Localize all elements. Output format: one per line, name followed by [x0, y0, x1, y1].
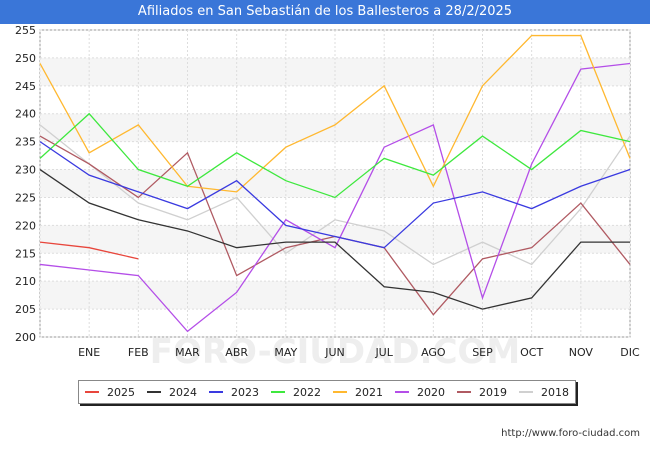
y-tick-label: 200 — [15, 331, 36, 344]
x-tick-label: ENE — [78, 346, 100, 359]
legend-label: 2022 — [293, 385, 321, 399]
legend-label: 2025 — [107, 385, 135, 399]
legend-item-2023: 2023 — [209, 386, 259, 399]
legend: 2025 2024 2023 2022 2021 2020 2019 2018 — [78, 380, 576, 404]
y-tick-label: 210 — [15, 275, 36, 288]
x-tick-label: ABR — [225, 346, 248, 359]
legend-item-2018: 2018 — [519, 386, 569, 399]
legend-label: 2021 — [355, 385, 383, 399]
legend-swatch — [519, 391, 533, 393]
y-tick-label: 250 — [15, 52, 36, 65]
x-tick-label: JUL — [374, 346, 393, 359]
legend-item-2019: 2019 — [457, 386, 507, 399]
x-axis-ticks: ENE FEB MAR ABR MAY JUN JUL AGO SEP OCT NOV DIC — [78, 346, 640, 359]
y-tick-label: 225 — [15, 191, 36, 204]
y-tick-label: 205 — [15, 303, 36, 316]
x-tick-label: JUN — [324, 346, 345, 359]
legend-label: 2019 — [479, 385, 507, 399]
series-line-2020 — [39, 62, 631, 333]
series-line-2025 — [39, 241, 139, 260]
series-lines — [39, 34, 631, 333]
legend-swatch — [333, 391, 347, 393]
x-tick-label: OCT — [520, 346, 543, 359]
y-tick-label: 240 — [15, 108, 36, 121]
y-tick-label: 245 — [15, 80, 36, 93]
series-line-2024 — [39, 169, 630, 310]
legend-label: 2023 — [231, 385, 259, 399]
legend-item-2024: 2024 — [147, 386, 197, 399]
legend-item-2025: 2025 — [85, 386, 135, 399]
legend-swatch — [209, 391, 223, 393]
y-tick-label: 230 — [15, 164, 36, 177]
legend-swatch — [147, 391, 161, 393]
x-tick-label: AGO — [421, 346, 446, 359]
watermark: FORO-CIUDAD.COM — [150, 332, 521, 372]
legend-label: 2018 — [541, 385, 569, 399]
legend-swatch — [85, 391, 99, 393]
y-axis-ticks: 200 205 210 215 220 225 230 235 240 245 250 255 — [15, 24, 36, 344]
legend-item-2021: 2021 — [333, 386, 383, 399]
x-tick-label: MAR — [175, 346, 200, 359]
y-tick-label: 220 — [15, 219, 36, 232]
legend-swatch — [395, 391, 409, 393]
legend-item-2022: 2022 — [271, 386, 321, 399]
y-tick-label: 255 — [15, 24, 36, 37]
grid-lines — [39, 29, 631, 338]
source-url: http://www.foro-ciudad.com — [501, 428, 640, 439]
legend-item-2020: 2020 — [395, 386, 445, 399]
x-tick-label: DIC — [620, 346, 640, 359]
series-line-2021 — [39, 34, 631, 193]
series-line-2018 — [39, 124, 631, 266]
x-tick-label: FEB — [128, 346, 149, 359]
series-line-2023 — [39, 141, 631, 249]
legend-swatch — [457, 391, 471, 393]
legend-swatch — [271, 391, 285, 393]
legend-label: 2024 — [169, 385, 197, 399]
chart-title: Afiliados en San Sebastián de los Balles… — [0, 0, 650, 24]
x-tick-label: NOV — [569, 346, 594, 359]
y-tick-label: 235 — [15, 136, 36, 149]
legend-label: 2020 — [417, 385, 445, 399]
x-tick-label: MAY — [274, 346, 297, 359]
y-tick-label: 215 — [15, 247, 36, 260]
series-line-2022 — [39, 112, 631, 199]
x-tick-label: SEP — [472, 346, 493, 359]
